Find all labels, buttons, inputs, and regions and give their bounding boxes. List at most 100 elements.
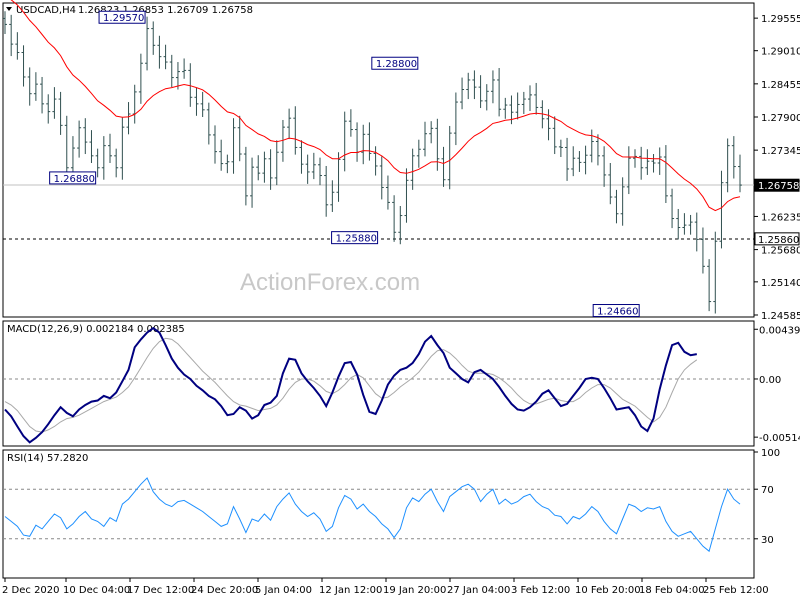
ohlc-bar: [651, 154, 656, 173]
ohlc-bar: [367, 122, 372, 161]
level-price-tag: [754, 232, 800, 246]
ohlc-bar: [404, 168, 409, 223]
ohlc-bar: [633, 149, 637, 168]
price-tick-label: 1.29010: [761, 47, 800, 58]
ohlc-bar: [558, 139, 563, 158]
moving-average: [10, 0, 741, 212]
svg-text:1.28800: 1.28800: [376, 59, 417, 70]
price-tick-label: 1.26235: [761, 212, 800, 223]
svg-text:1.26880: 1.26880: [54, 174, 95, 185]
ohlc-bar: [546, 109, 551, 141]
rsi-panel-title: RSI(14) 57.2820: [7, 453, 88, 464]
ohlc-bar: [324, 165, 329, 217]
ohlc-bar: [157, 35, 162, 69]
price-tick-label: 1.25140: [761, 278, 800, 289]
price-tick-label: 1.24585: [761, 311, 800, 322]
ohlc-bar: [262, 151, 267, 183]
ohlc-bar: [670, 188, 675, 229]
ohlc-bar: [46, 94, 51, 124]
ohlc-bar: [200, 91, 205, 117]
ohlc-bar: [398, 205, 403, 245]
price-panel-title: USDCAD,H4: [16, 5, 76, 16]
ohlc-bar: [700, 227, 705, 274]
x-tick-label: 10 Dec 04:00: [63, 585, 130, 596]
ohlc-bar: [145, 16, 150, 71]
ohlc-bar: [602, 146, 607, 187]
ohlc-bar: [466, 72, 471, 100]
price-annotation: 1.28800: [371, 56, 419, 70]
ohlc-bar: [608, 162, 613, 205]
price-tick-label: 1.27900: [761, 113, 800, 124]
ohlc-bar: [126, 102, 131, 135]
level-price-tag-text: 1.25860: [758, 235, 799, 246]
ohlc-bar: [268, 149, 273, 190]
rsi-tick-label: 100: [761, 448, 780, 459]
x-tick-label: 5 Jan 04:00: [255, 585, 312, 596]
ohlc-bar: [534, 82, 539, 115]
ohlc-bar: [305, 154, 310, 184]
ohlc-bar: [318, 157, 322, 186]
macd-panel-title: MACD(12,26,9) 0.002184 0.002385: [7, 324, 185, 335]
ohlc-bar: [194, 87, 199, 116]
ohlc-bar: [287, 108, 292, 140]
ohlc-bar: [231, 118, 236, 174]
price-tick-label: 1.28455: [761, 80, 800, 91]
ohlc-bar: [27, 67, 32, 106]
ohlc-bar: [52, 87, 57, 119]
ohlc-bar: [21, 45, 26, 87]
ohlc-bar: [225, 154, 230, 174]
ohlc-bar: [219, 139, 224, 171]
ohlc-bar: [614, 189, 619, 224]
ohlc-bar: [15, 32, 20, 60]
ohlc-bar: [719, 170, 724, 249]
price-tick-label: 1.29555: [761, 14, 800, 25]
ohlc-bar: [645, 149, 650, 175]
ohlc-bar: [392, 195, 397, 242]
ohlc-bar: [9, 14, 14, 57]
x-tick-label: 17 Dec 12:00: [127, 585, 194, 596]
ohlc-bar: [182, 58, 187, 79]
ohlc-bar: [361, 124, 366, 165]
chevron-down-icon[interactable]: [6, 7, 12, 11]
ohlc-bar: [89, 130, 94, 163]
svg-text:1.25880: 1.25880: [336, 234, 377, 245]
ohlc-bar: [620, 177, 625, 226]
rsi-panel: [2, 449, 755, 579]
ohlc-bar: [738, 154, 742, 193]
x-tick-label: 3 Feb 12:00: [511, 585, 570, 596]
price-annotation: 1.24660: [592, 304, 640, 318]
ohlc-bar: [342, 111, 347, 172]
ohlc-bar: [478, 75, 483, 109]
ohlc-bar: [472, 70, 477, 100]
price-bars: [3, 11, 742, 314]
ohlc-bar: [725, 138, 730, 193]
ohlc-bar: [707, 259, 712, 312]
ohlc-bar: [114, 148, 119, 178]
svg-text:1.29570: 1.29570: [103, 13, 144, 24]
x-tick-label: 12 Jan 12:00: [319, 585, 382, 596]
macd-tick-label: 0.004396: [759, 325, 800, 336]
rsi-tick-label: 70: [761, 485, 774, 496]
macd-lines: 0.004396 0.00 -0.005144: [3, 325, 800, 444]
ohlc-bar: [688, 214, 693, 235]
ohlc-bar: [274, 140, 279, 186]
price-annotation: 1.26880: [49, 171, 97, 185]
ohlc-bar: [348, 109, 353, 137]
ohlc-bar: [577, 151, 582, 172]
ohlc-bar: [311, 152, 316, 180]
ohlc-bar: [657, 147, 662, 175]
ohlc-bar: [663, 145, 668, 204]
price-tick-label: 1.27345: [761, 146, 800, 157]
rsi-lines: 100 70 30: [3, 448, 780, 553]
ohlc-bar: [280, 119, 285, 162]
ohlc-bar: [583, 145, 588, 175]
ohlc-bar: [243, 146, 248, 206]
x-tick-label: 18 Feb 04:00: [639, 585, 705, 596]
macd-panel: [2, 320, 755, 447]
ohlc-bar: [639, 146, 644, 180]
ohlc-bar: [453, 92, 458, 146]
ohlc-bar: [571, 146, 576, 177]
ohlc-bar: [77, 120, 82, 158]
